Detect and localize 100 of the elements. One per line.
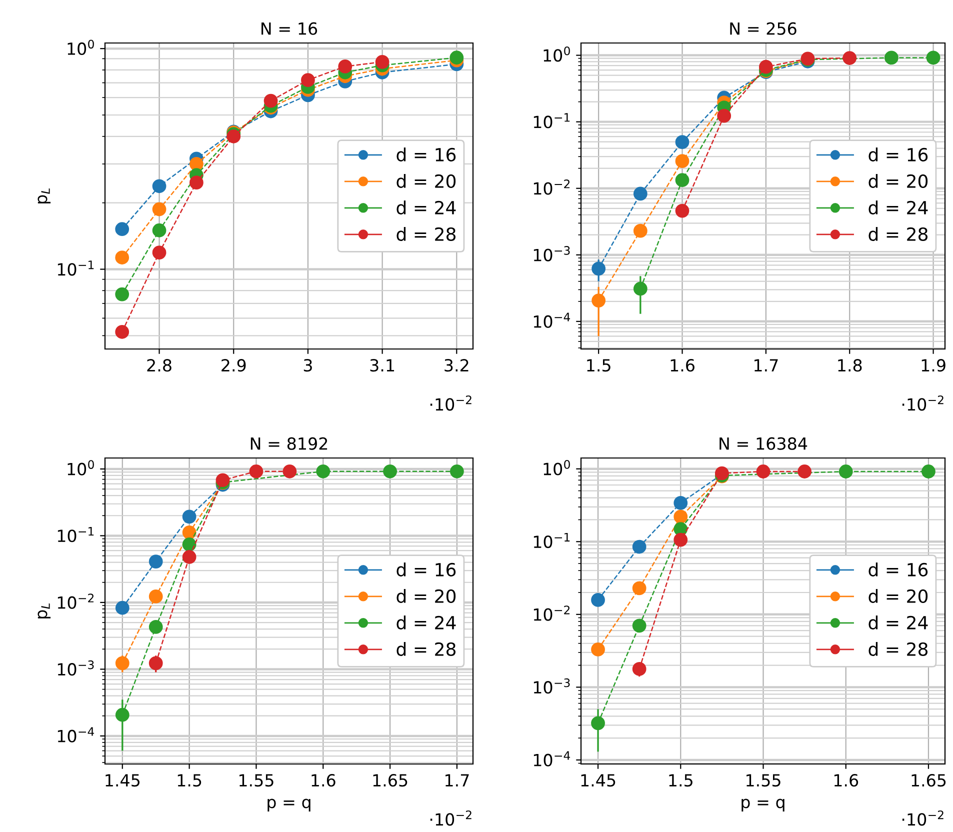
point: [115, 287, 130, 302]
x-tick-label: 1.55: [746, 774, 780, 787]
y-tick-label: 10$^{−4}$: [534, 751, 570, 766]
point: [264, 94, 278, 108]
x-tick-label: 1.5: [669, 774, 692, 787]
point: [115, 600, 130, 615]
y-tick-label: 10$^{−1}$: [534, 532, 570, 548]
point: [674, 510, 688, 524]
legend-label: d = 20: [396, 589, 456, 603]
y-tick-label: 10$^{−2}$: [58, 594, 94, 609]
legend-label: d = 24: [868, 200, 928, 214]
point: [115, 222, 130, 236]
y-tick-label: 10$^{−4}$: [534, 312, 570, 328]
point: [190, 176, 204, 190]
legend-label: d = 20: [868, 174, 928, 188]
y-axis-title: p$_{L}$: [38, 603, 51, 618]
y-tick-label: 10$^{−1}$: [58, 260, 94, 276]
point: [148, 656, 163, 670]
point: [301, 73, 315, 88]
x-tick-label: 2.8: [147, 359, 172, 372]
legend-label: d = 24: [396, 616, 456, 630]
legend-label: d = 16: [396, 562, 456, 576]
point: [383, 464, 397, 478]
x-tick-label: 1.9: [922, 359, 946, 372]
point: [375, 54, 390, 69]
point: [675, 154, 690, 168]
point: [922, 464, 936, 478]
y-tick-label: 10$^{−3}$: [58, 660, 94, 676]
point: [674, 532, 688, 547]
text: ·10$^{−2}$: [430, 395, 472, 411]
legend-label: d = 28: [868, 227, 928, 241]
point: [675, 173, 690, 188]
y-tick-label: 10$^{0}$: [68, 40, 94, 56]
legend-label: d = 20: [868, 589, 928, 603]
y-tick-label: 10$^{−1}$: [534, 113, 570, 128]
x-tick-label: 3: [304, 359, 312, 372]
point: [115, 708, 130, 722]
x-tick-label: 1.7: [754, 359, 778, 372]
point: [182, 510, 196, 524]
point: [632, 618, 646, 633]
point: [226, 129, 241, 144]
x-tick-label: 1.8: [838, 359, 862, 372]
x-tick-label: 3.2: [444, 359, 468, 372]
x-tick-label: 3.1: [370, 359, 394, 372]
legend-label: d = 24: [396, 200, 456, 214]
x-tick-label: 1.6: [670, 359, 694, 372]
x-tick-label: 1.6: [834, 774, 858, 787]
point: [633, 282, 648, 296]
legend-label: d = 28: [396, 642, 456, 656]
x-tick-label: 2.9: [222, 359, 246, 372]
legend-label: d = 16: [868, 562, 928, 576]
y-tick-label: 10$^{−2}$: [534, 606, 570, 621]
point: [338, 59, 352, 74]
point: [842, 51, 857, 65]
point: [758, 60, 773, 74]
legend-label: d = 20: [396, 174, 456, 188]
text: ·10$^{−2}$: [430, 810, 472, 826]
point: [182, 525, 196, 540]
point: [115, 656, 130, 670]
x-tick-label: 1.5: [587, 359, 610, 372]
legend-label: d = 28: [396, 227, 456, 241]
point: [148, 590, 163, 604]
legend-label: d = 16: [396, 148, 456, 162]
y-tick-label: 10$^{−1}$: [58, 527, 94, 542]
legend-label: d = 24: [868, 616, 928, 630]
point: [152, 223, 166, 238]
point: [592, 262, 606, 276]
point: [249, 464, 264, 478]
point: [633, 224, 648, 238]
y-tick-label: 10$^{−4}$: [58, 727, 94, 742]
point: [450, 50, 464, 65]
y-tick-label: 10$^{0}$: [544, 46, 570, 62]
point: [632, 540, 646, 554]
x-tick-label: 1.65: [373, 774, 408, 787]
x-tick-label: 1.45: [581, 774, 616, 787]
point: [717, 108, 732, 123]
point: [838, 464, 853, 478]
point: [450, 464, 464, 478]
point: [148, 554, 163, 569]
chart-title: N = 256: [730, 22, 796, 35]
chart-title: N = 16: [262, 22, 318, 35]
point: [282, 464, 297, 478]
point: [152, 246, 166, 260]
y-tick-label: 10$^{0}$: [544, 460, 570, 476]
point: [182, 538, 196, 552]
legend-label: d = 16: [868, 148, 928, 162]
point: [591, 642, 605, 656]
x-axis-title: p = q: [742, 798, 784, 812]
point: [316, 464, 330, 478]
point: [152, 202, 166, 216]
y-tick-label: 10$^{−3}$: [534, 678, 570, 694]
point: [632, 662, 646, 676]
point: [591, 593, 605, 607]
x-tick-label: 1.5: [178, 774, 202, 787]
point: [148, 620, 163, 634]
point: [798, 464, 812, 478]
point: [190, 157, 204, 171]
point: [756, 464, 770, 478]
point: [632, 581, 646, 596]
y-tick-label: 10$^{−2}$: [534, 180, 570, 195]
